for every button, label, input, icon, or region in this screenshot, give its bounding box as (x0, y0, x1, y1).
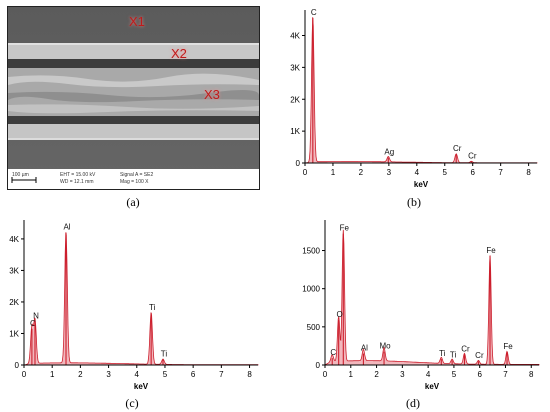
chart-d-peak-label-6: Ti (450, 350, 457, 359)
sem-info-eht: EHT = 15.00 kV (60, 172, 96, 178)
caption-b: (b) (407, 195, 421, 209)
chart-b-xtick-label-3: 3 (387, 168, 392, 177)
sem-micrograph: X1 X2 X3 100 µm EHT = 15.00 kV WD = 12.1… (7, 6, 260, 190)
chart-b-xlabel: keV (414, 180, 429, 189)
chart-c-axes (23, 220, 258, 366)
chart-b-spectrum-area (304, 17, 538, 164)
chart-b-xtick-label-5: 5 (443, 168, 448, 177)
chart-c-ytick-label-3: 3K (9, 266, 19, 275)
chart-b-peak-label-1: Ag (384, 148, 394, 157)
chart-b-peak-label-0: C (311, 8, 317, 17)
point-label-x1: X1 (129, 14, 145, 29)
chart-d-ytick-label-0: 0 (316, 361, 321, 370)
chart-c-xtick-label-0: 0 (22, 370, 27, 379)
chart-c-peak-label-2: Al (63, 223, 70, 232)
chart-d-peak-label-9: Fe (486, 246, 496, 255)
caption-a: (a) (126, 195, 140, 209)
chart-b-xtick-label-8: 8 (526, 168, 531, 177)
chart-d-ytick-label-3: 1500 (302, 247, 320, 256)
chart-c-xtick-label-3: 3 (106, 370, 111, 379)
chart-b-axes (304, 10, 537, 164)
chart-c-ytick-label-0: 0 (15, 361, 20, 370)
chart-d-xtick-label-5: 5 (452, 370, 457, 379)
chart-d-xlabel: keV (425, 382, 440, 391)
chart-c-xtick-label-4: 4 (135, 370, 140, 379)
chart-b-ytick-label-4: 4K (290, 32, 300, 41)
chart-d-xtick-label-7: 7 (503, 370, 508, 379)
chart-d-xtick-label-0: 0 (323, 370, 328, 379)
chart-c-xtick-label-5: 5 (163, 370, 168, 379)
chart-b-xtick-label-1: 1 (331, 168, 336, 177)
scale-bar-label: 100 µm (12, 172, 29, 178)
sem-info-mag: Mag = 100 X (120, 179, 149, 185)
chart-b-xtick-label-6: 6 (470, 168, 475, 177)
chart-d-xtick-label-2: 2 (374, 370, 379, 379)
chart-c-ytick-label-1: 1K (9, 329, 19, 338)
chart-b-xtick-label-7: 7 (498, 168, 503, 177)
chart-c-xtick-label-6: 6 (191, 370, 196, 379)
sem-cross-section (8, 7, 259, 189)
chart-c-xlabel: keV (134, 382, 149, 391)
caption-d: (d) (406, 396, 420, 410)
chart-c-xtick-label-2: 2 (78, 370, 83, 379)
chart-b-ytick-label-3: 3K (290, 63, 300, 72)
chart-d-peak-label-1: O (337, 310, 343, 319)
chart-d-xtick-label-8: 8 (529, 370, 534, 379)
chart-c-xtick-label-8: 8 (247, 370, 252, 379)
chart-c-ytick-label-2: 2K (9, 298, 19, 307)
eds-spectrum-c: CN Al Ti Ti 0 1 2 3 4 5 6 7 8 0 1K 2K 3K 4K keV (9, 220, 259, 391)
chart-d-peak-label-0: C (330, 348, 336, 357)
chart-c-peak-label-3: Ti (149, 303, 156, 312)
chart-c-ytick-label-4: 4K (9, 235, 19, 244)
chart-b-peak-label-3: Cr (468, 152, 477, 161)
chart-d-ytick-label-2: 1000 (302, 285, 320, 294)
chart-b-xtick-label-0: 0 (303, 168, 308, 177)
chart-d-ytick-label-1: 500 (307, 323, 321, 332)
eds-spectrum-b: C Ag Cr Cr 0 1 2 3 4 5 6 7 8 0 1K 2K 3K 4K keV (290, 8, 538, 189)
chart-d-xtick-label-6: 6 (477, 370, 482, 379)
chart-b-ytick-label-0: 0 (296, 159, 301, 168)
sem-info-signal: Signal A = SE2 (120, 172, 154, 178)
chart-b-xtick-label-4: 4 (415, 168, 420, 177)
chart-c-peak-label-4: Ti (161, 350, 168, 359)
chart-c-xtick-label-1: 1 (50, 370, 55, 379)
chart-d-peak-label-7: Cr (461, 344, 470, 353)
chart-d-xtick-label-4: 4 (426, 370, 431, 379)
chart-b-ytick-label-2: 2K (290, 95, 300, 104)
chart-d-peak-label-3: Al (361, 344, 368, 353)
point-label-x3: X3 (204, 87, 220, 102)
chart-d-spectrum-area (323, 229, 540, 366)
chart-d-peak-label-10: Fe (503, 342, 513, 351)
chart-d-xtick-label-3: 3 (400, 370, 405, 379)
chart-b-ytick-label-1: 1K (290, 127, 300, 136)
caption-c: (c) (125, 396, 139, 410)
point-label-x2: X2 (171, 46, 187, 61)
sem-info-wd: WD = 12.1 mm (60, 179, 94, 185)
chart-c-xtick-label-7: 7 (219, 370, 224, 379)
eds-spectrum-d: C O Fe Al Mo Ti Ti Cr Cr Fe Fe 0 1 2 3 4 5 6 7 8 0 500 1000 150… (302, 220, 540, 391)
chart-d-xtick-label-1: 1 (349, 370, 354, 379)
chart-d-peak-label-2: Fe (340, 224, 350, 233)
chart-b-peak-label-2: Cr (453, 144, 462, 153)
chart-d-peak-label-8: Cr (475, 351, 484, 360)
chart-d-peak-label-5: Ti (439, 349, 446, 358)
chart-c-peak-label-0: C (30, 319, 36, 328)
chart-c-spectrum-area (23, 232, 259, 366)
chart-c-peak-label-1: N (33, 312, 39, 321)
chart-b-xtick-label-2: 2 (359, 168, 364, 177)
chart-d-peak-label-4: Mo (379, 342, 391, 351)
